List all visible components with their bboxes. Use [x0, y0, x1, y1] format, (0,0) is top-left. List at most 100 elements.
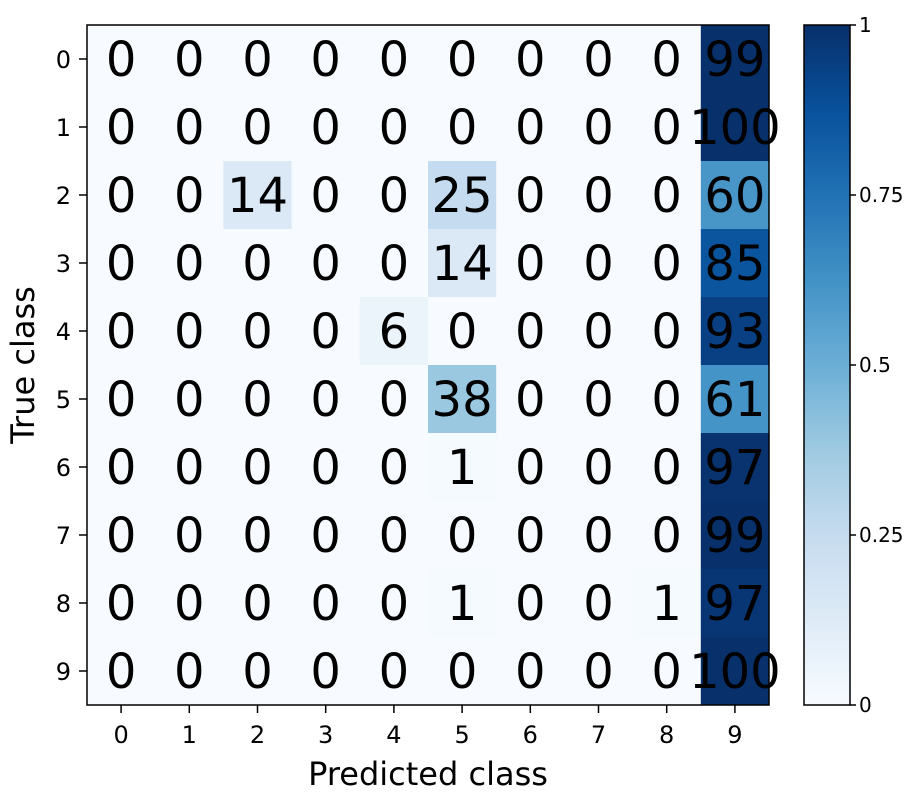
- heatmap-cell: [632, 637, 702, 706]
- heatmap-cell: [428, 569, 497, 638]
- heatmap-cell: [632, 93, 702, 162]
- cell-value-label: 0: [583, 236, 614, 292]
- colorbar-ticks: 0 0.25 0.5 0.75 1: [850, 13, 904, 717]
- cell-value-label: 0: [583, 32, 614, 88]
- cell-value-label: 0: [174, 168, 205, 224]
- cell-value-label: 0: [515, 644, 546, 700]
- y-tick-label: 6: [56, 454, 71, 482]
- y-axis-label: True class: [4, 286, 42, 445]
- heatmap-cell: [632, 161, 702, 230]
- heatmap-cell: [428, 365, 497, 434]
- cell-value-label: 0: [310, 236, 341, 292]
- heatmap-cell: [564, 229, 634, 298]
- cell-value-label: 0: [310, 32, 341, 88]
- cell-value-label: 6: [379, 304, 410, 360]
- heatmap-cell: [428, 501, 497, 570]
- cell-value-label: 0: [515, 236, 546, 292]
- heatmap-cell: [223, 229, 293, 298]
- cell-value-label: 0: [515, 508, 546, 564]
- cell-value-label: 0: [447, 32, 478, 88]
- y-tick-label: 9: [56, 658, 71, 686]
- cell-value-label: 0: [106, 100, 137, 156]
- y-tick-label: 7: [56, 522, 71, 550]
- heatmap-cell: [359, 297, 429, 366]
- cell-value-label: 0: [106, 168, 137, 224]
- cell-value-label: 93: [704, 304, 765, 360]
- cell-value-label: 14: [227, 168, 288, 224]
- colorbar-tick-label: 0: [859, 693, 872, 717]
- cell-value-label: 0: [447, 100, 478, 156]
- heatmap-cell: [291, 93, 361, 162]
- cell-value-label: 0: [310, 372, 341, 428]
- heatmap-cell: [496, 161, 565, 230]
- heatmap-cell: [223, 637, 293, 706]
- colorbar-tick-label: 0.5: [859, 353, 891, 377]
- cell-value-label: 100: [689, 644, 781, 700]
- cell-value-label: 0: [106, 508, 137, 564]
- cell-value-label: 0: [651, 440, 682, 496]
- cell-value-label: 0: [379, 576, 410, 632]
- cell-value-label: 0: [310, 304, 341, 360]
- heatmap-cell: [87, 297, 156, 366]
- heatmap-cell: [564, 501, 634, 570]
- cell-value-label: 99: [704, 32, 765, 88]
- heatmap-cell: [564, 93, 634, 162]
- y-tick-label: 4: [56, 318, 71, 346]
- cell-value-label: 0: [379, 32, 410, 88]
- heatmap-cell: [359, 229, 429, 298]
- y-tick-label: 3: [56, 250, 71, 278]
- cell-value-label: 60: [704, 168, 765, 224]
- cell-value-label: 0: [242, 372, 273, 428]
- heatmap-cell: [291, 569, 361, 638]
- cell-value-label: 0: [106, 372, 137, 428]
- cell-value-label: 0: [583, 100, 614, 156]
- heatmap-cell: [496, 569, 565, 638]
- heatmap-cell: [700, 433, 770, 502]
- cell-value-label: 0: [515, 304, 546, 360]
- y-tick-label: 5: [56, 386, 71, 414]
- heatmap-cell: [291, 297, 361, 366]
- heatmap-cell: [155, 297, 224, 366]
- cell-value-label: 1: [651, 576, 682, 632]
- cell-value-label: 0: [379, 168, 410, 224]
- heatmap-cell: [359, 93, 429, 162]
- cell-value-label: 25: [432, 168, 493, 224]
- cell-value-label: 0: [242, 236, 273, 292]
- heatmap-cell: [359, 569, 429, 638]
- cell-value-label: 0: [174, 372, 205, 428]
- cell-value-label: 0: [583, 168, 614, 224]
- heatmap-cell: [223, 569, 293, 638]
- cell-value-label: 0: [583, 304, 614, 360]
- cell-value-label: 0: [106, 440, 137, 496]
- cell-value-label: 38: [432, 372, 493, 428]
- heatmap-cell: [700, 25, 770, 94]
- heatmap-cell: [496, 365, 565, 434]
- heatmap-cell: [428, 637, 497, 706]
- cell-value-label: 14: [432, 236, 493, 292]
- x-tick-label: 6: [523, 721, 538, 749]
- cell-value-label: 0: [310, 644, 341, 700]
- heatmap-cell: [87, 501, 156, 570]
- cell-value-label: 0: [379, 644, 410, 700]
- x-tick-label: 3: [318, 721, 333, 749]
- heatmap-cell: [564, 433, 634, 502]
- cell-value-label: 0: [310, 508, 341, 564]
- cell-value-label: 0: [174, 644, 205, 700]
- cell-value-label: 85: [704, 236, 765, 292]
- cell-value-label: 0: [242, 440, 273, 496]
- cell-value-label: 0: [106, 644, 137, 700]
- cell-value-label: 0: [583, 644, 614, 700]
- heatmap-cell: [496, 637, 565, 706]
- cell-value-label: 0: [651, 372, 682, 428]
- heatmap-cell: [496, 25, 565, 94]
- heatmap-cell: [155, 501, 224, 570]
- cell-value-label: 0: [651, 32, 682, 88]
- heatmap-cell: [223, 365, 293, 434]
- x-tick-label: 8: [659, 721, 674, 749]
- cell-value-label: 0: [106, 32, 137, 88]
- heatmap-cell: [291, 229, 361, 298]
- cell-value-label: 0: [106, 304, 137, 360]
- x-tick-label: 9: [727, 721, 742, 749]
